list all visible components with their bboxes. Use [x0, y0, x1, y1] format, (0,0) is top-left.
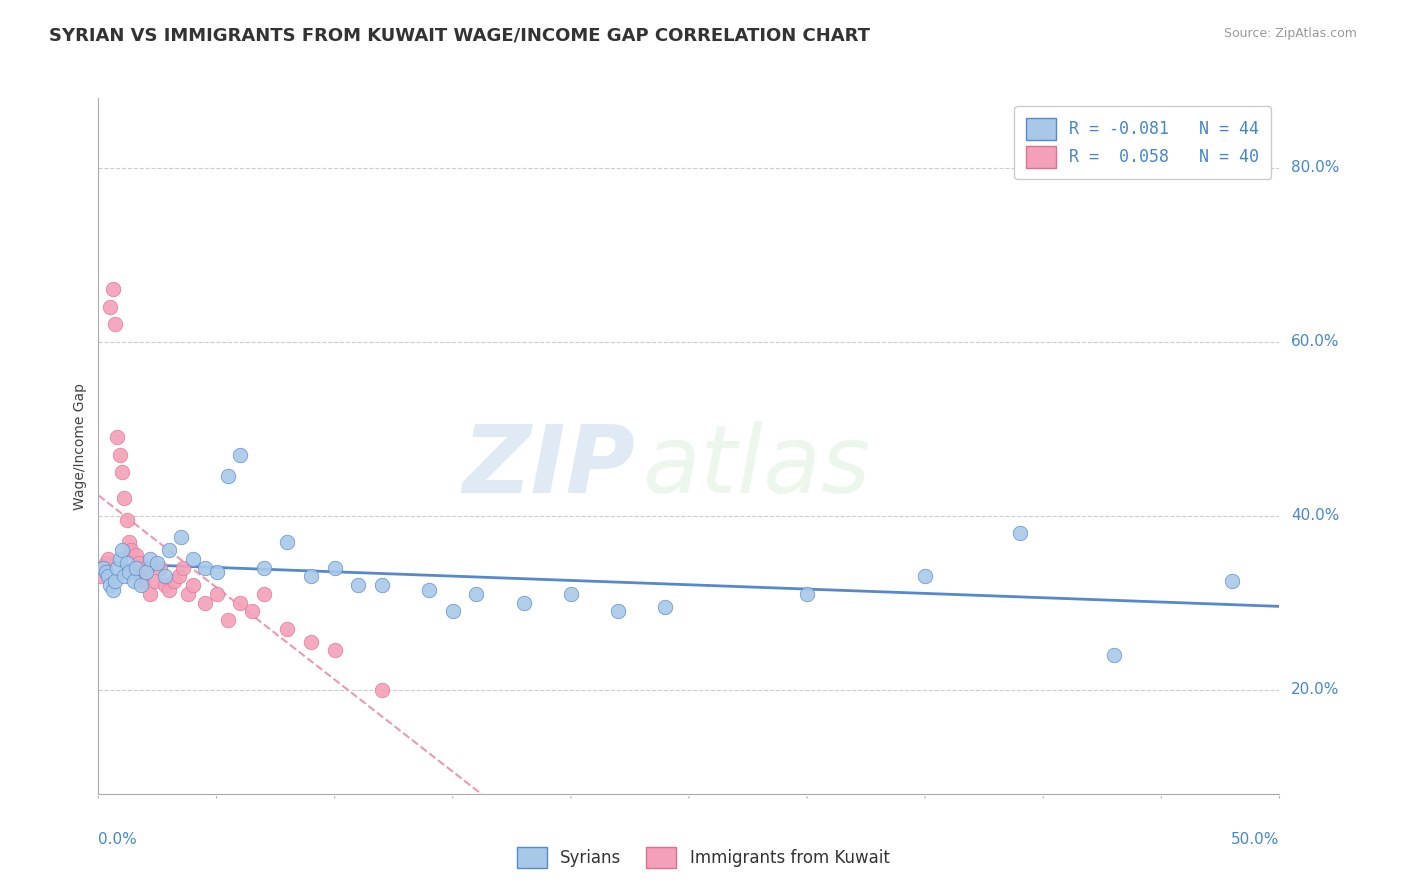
Point	[181, 552, 204, 566]
Point	[118, 534, 141, 549]
Point	[97, 569, 120, 583]
Text: 0.0%: 0.0%	[98, 832, 138, 847]
Point	[323, 643, 346, 657]
Point	[98, 578, 121, 592]
Text: 80.0%: 80.0%	[1291, 161, 1340, 175]
Point	[122, 574, 145, 588]
Point	[323, 561, 346, 575]
Point	[128, 557, 150, 571]
Point	[177, 587, 200, 601]
Point	[139, 587, 162, 601]
Point	[118, 565, 141, 579]
Point	[115, 513, 138, 527]
Point	[229, 448, 252, 462]
Point	[205, 565, 228, 579]
Point	[149, 561, 172, 575]
Point	[205, 587, 228, 601]
Point	[108, 552, 131, 566]
Point	[229, 596, 252, 610]
Point	[135, 561, 157, 575]
Text: 60.0%: 60.0%	[1291, 334, 1340, 349]
Point	[157, 543, 180, 558]
Text: Source: ZipAtlas.com: Source: ZipAtlas.com	[1223, 27, 1357, 40]
Point	[125, 548, 148, 562]
Point	[253, 561, 276, 575]
Point	[139, 552, 162, 566]
Point	[299, 634, 322, 648]
Text: 20.0%: 20.0%	[1291, 682, 1340, 697]
Point	[276, 534, 298, 549]
Point	[167, 569, 190, 583]
Point	[796, 587, 818, 601]
Point	[143, 574, 166, 588]
Point	[371, 578, 394, 592]
Point	[122, 561, 145, 575]
Point	[129, 578, 152, 592]
Point	[104, 574, 127, 588]
Point	[108, 448, 131, 462]
Point	[654, 599, 676, 614]
Point	[111, 465, 134, 479]
Point	[418, 582, 440, 597]
Point	[91, 561, 114, 575]
Point	[163, 574, 186, 588]
Point	[371, 682, 394, 697]
Point	[217, 613, 239, 627]
Point	[276, 622, 298, 636]
Point	[181, 578, 204, 592]
Point	[94, 557, 117, 571]
Point	[172, 561, 194, 575]
Text: 50.0%: 50.0%	[1232, 832, 1279, 847]
Point	[132, 574, 155, 588]
Point	[170, 530, 193, 544]
Point	[101, 582, 124, 597]
Text: SYRIAN VS IMMIGRANTS FROM KUWAIT WAGE/INCOME GAP CORRELATION CHART: SYRIAN VS IMMIGRANTS FROM KUWAIT WAGE/IN…	[49, 27, 870, 45]
Point	[91, 561, 114, 575]
Point	[194, 561, 217, 575]
Point	[104, 317, 127, 331]
Point	[105, 561, 128, 575]
Point	[1008, 525, 1031, 540]
Point	[153, 578, 176, 592]
Point	[101, 282, 124, 296]
Point	[465, 587, 488, 601]
Point	[121, 543, 143, 558]
Point	[560, 587, 582, 601]
Point	[97, 552, 120, 566]
Point	[347, 578, 370, 592]
Legend: R = -0.081   N = 44, R =  0.058   N = 40: R = -0.081 N = 44, R = 0.058 N = 40	[1015, 106, 1271, 179]
Text: atlas: atlas	[641, 421, 870, 512]
Point	[217, 469, 239, 483]
Point	[90, 569, 112, 583]
Point	[94, 565, 117, 579]
Point	[607, 604, 630, 618]
Point	[441, 604, 464, 618]
Point	[299, 569, 322, 583]
Point	[129, 569, 152, 583]
Point	[240, 604, 263, 618]
Point	[253, 587, 276, 601]
Point	[105, 430, 128, 444]
Point	[115, 557, 138, 571]
Legend: Syrians, Immigrants from Kuwait: Syrians, Immigrants from Kuwait	[510, 840, 896, 875]
Point	[1102, 648, 1125, 662]
Y-axis label: Wage/Income Gap: Wage/Income Gap	[73, 383, 87, 509]
Text: 40.0%: 40.0%	[1291, 508, 1340, 523]
Point	[112, 569, 135, 583]
Point	[98, 300, 121, 314]
Point	[157, 582, 180, 597]
Point	[146, 557, 169, 571]
Point	[194, 596, 217, 610]
Point	[1220, 574, 1243, 588]
Point	[914, 569, 936, 583]
Point	[112, 491, 135, 505]
Point	[135, 565, 157, 579]
Text: ZIP: ZIP	[463, 421, 636, 513]
Point	[512, 596, 534, 610]
Point	[153, 569, 176, 583]
Point	[111, 543, 134, 558]
Point	[125, 561, 148, 575]
